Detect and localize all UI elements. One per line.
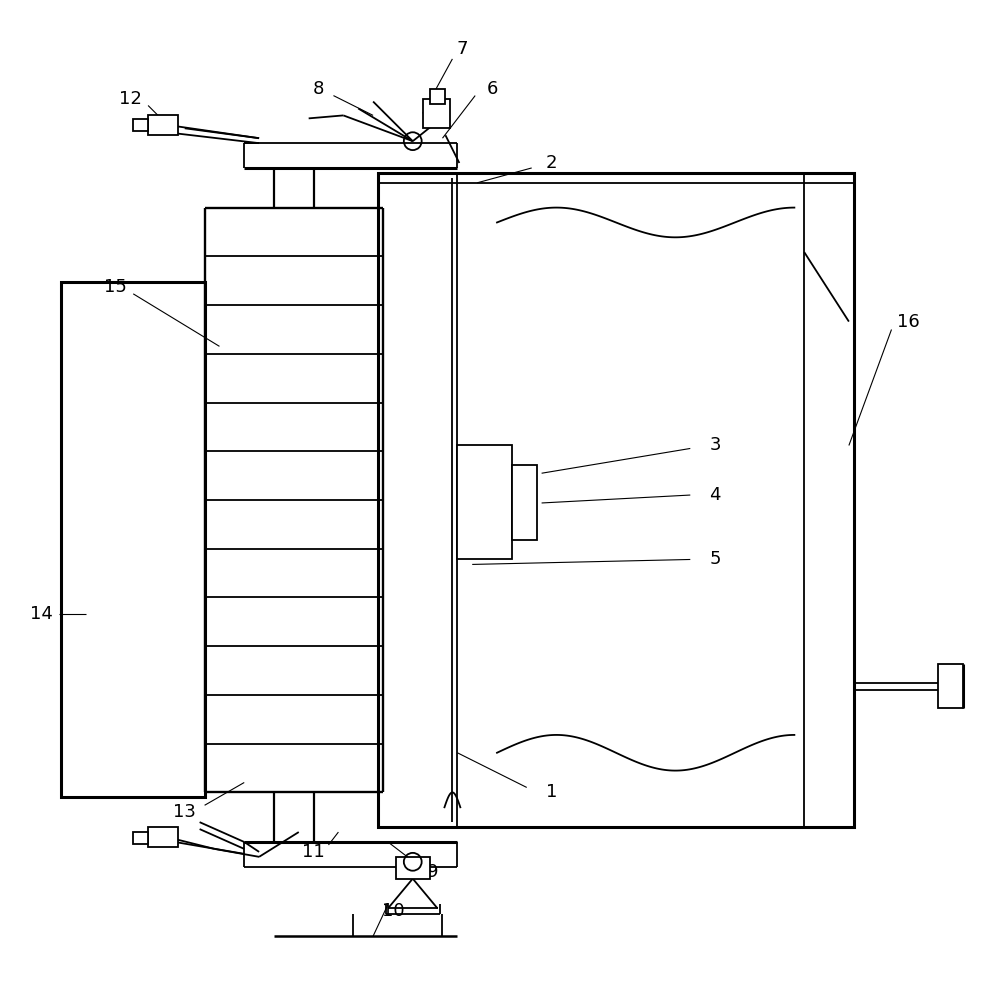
Text: 5: 5 bbox=[710, 550, 721, 568]
Bar bbox=[61, 282, 205, 797]
Text: 2: 2 bbox=[546, 154, 558, 172]
Text: 16: 16 bbox=[897, 313, 919, 331]
Bar bbox=[148, 827, 178, 847]
Text: 13: 13 bbox=[173, 803, 196, 821]
Bar bbox=[378, 173, 854, 827]
Text: 7: 7 bbox=[456, 40, 468, 58]
Bar bbox=[512, 465, 537, 540]
Text: 1: 1 bbox=[546, 783, 558, 801]
Bar bbox=[457, 445, 512, 559]
Text: 12: 12 bbox=[119, 90, 142, 108]
Bar bbox=[133, 119, 148, 131]
Text: 6: 6 bbox=[486, 80, 498, 98]
Bar bbox=[133, 832, 148, 844]
Text: 11: 11 bbox=[302, 843, 325, 861]
Text: 8: 8 bbox=[313, 80, 324, 98]
Bar bbox=[938, 664, 963, 708]
Text: 3: 3 bbox=[710, 436, 721, 454]
Bar bbox=[396, 857, 429, 879]
Text: 9: 9 bbox=[426, 863, 438, 881]
Bar bbox=[429, 89, 445, 104]
Bar bbox=[148, 115, 178, 135]
Bar bbox=[425, 104, 447, 123]
Text: 10: 10 bbox=[382, 902, 405, 920]
Text: 14: 14 bbox=[30, 605, 53, 623]
Bar bbox=[422, 99, 450, 128]
Text: 15: 15 bbox=[104, 278, 127, 296]
Text: 4: 4 bbox=[710, 486, 721, 504]
Bar bbox=[431, 90, 443, 100]
